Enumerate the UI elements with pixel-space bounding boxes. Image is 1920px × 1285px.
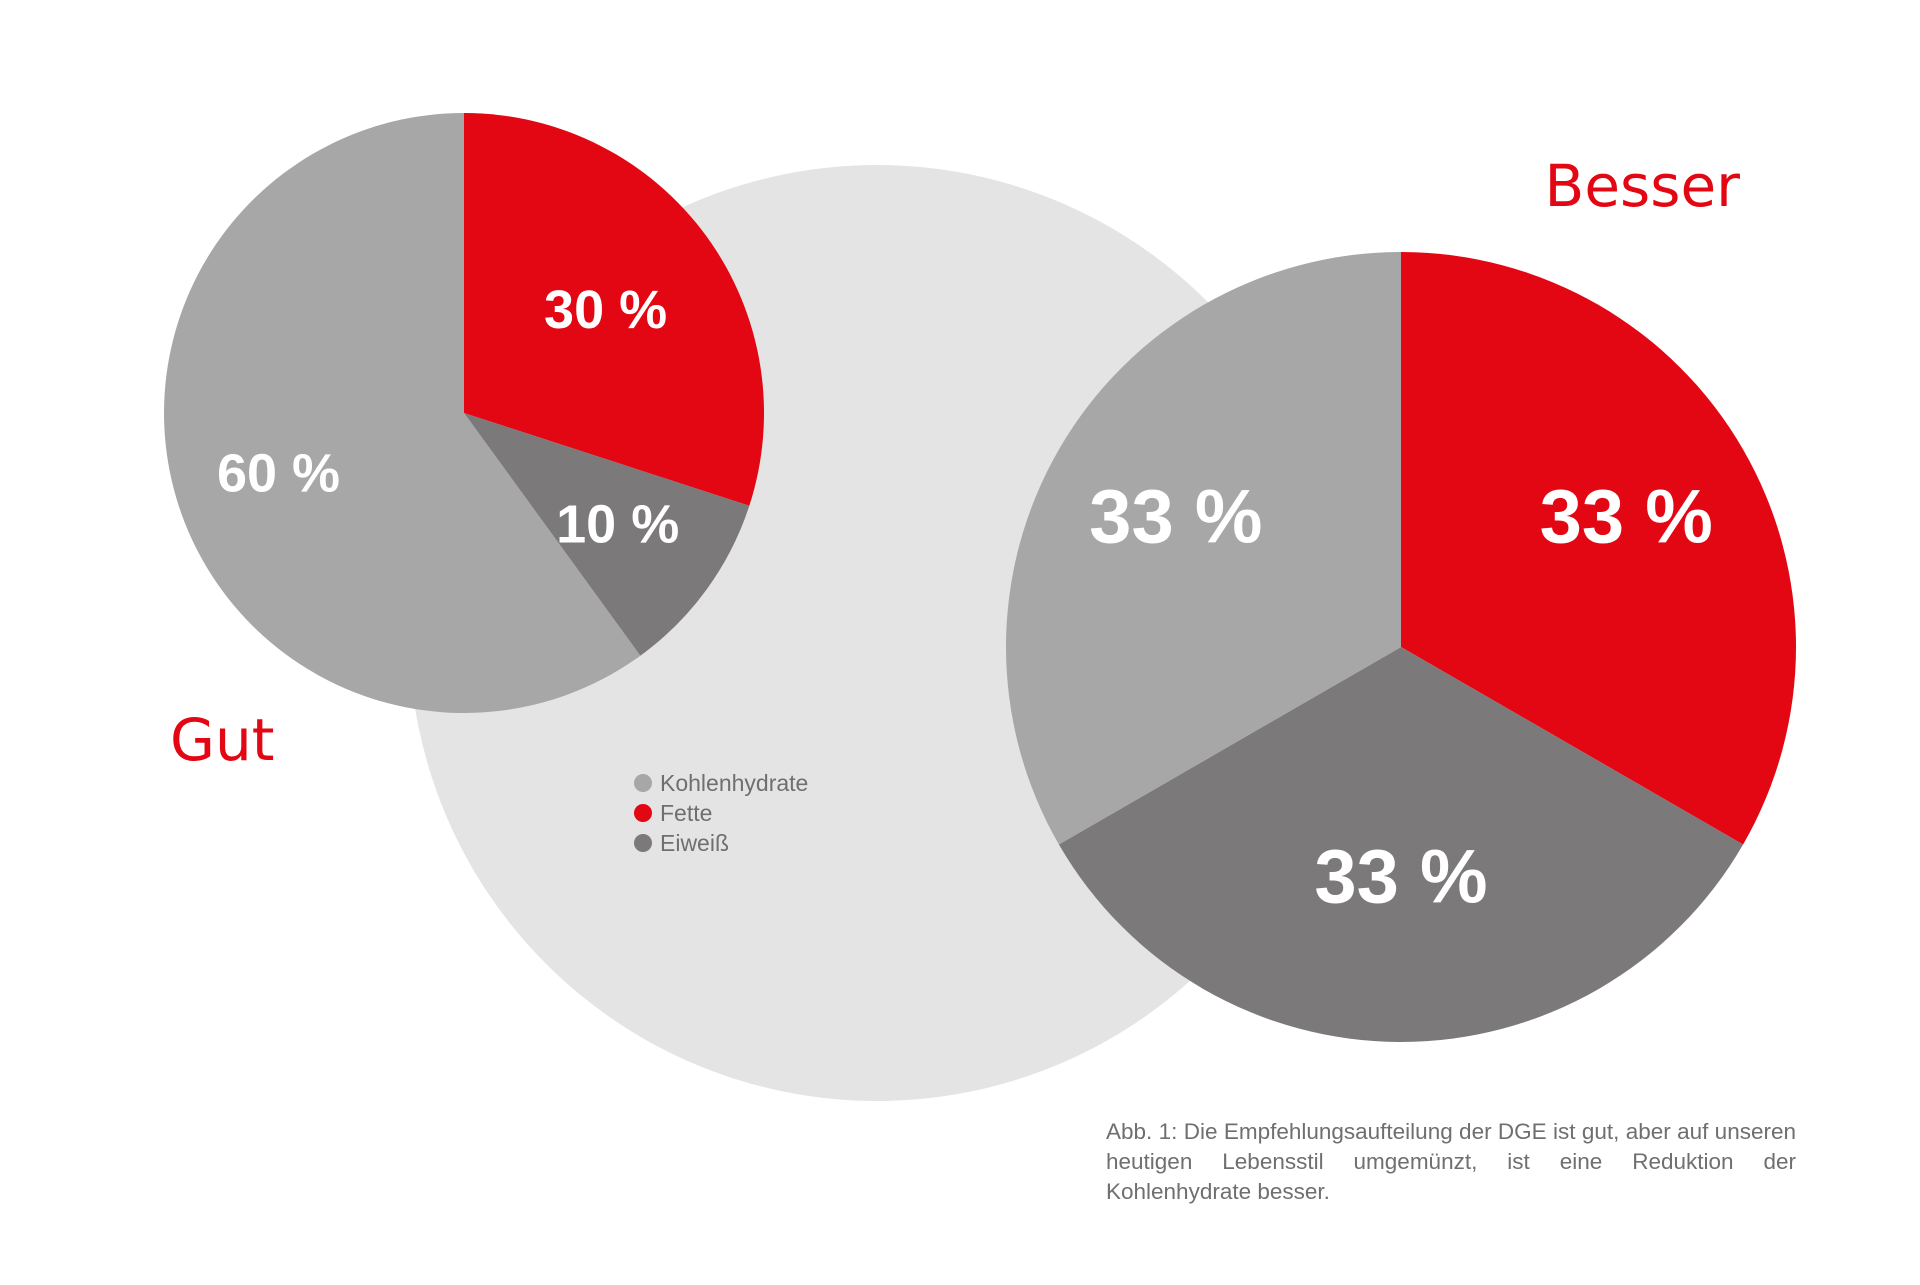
pie-label-gut-kohlenhydrate: 60 % (217, 443, 340, 503)
pie-label-besser-fette: 33 % (1540, 475, 1713, 560)
pie-slice-besser-kohlenhydrate (1006, 252, 1401, 845)
legend-swatch-kohlenhydrate (634, 774, 652, 792)
legend-label-eiweiss: Eiweiß (660, 830, 729, 856)
chart-title-gut: Gut (170, 706, 274, 774)
legend-label-fette: Fette (660, 800, 712, 826)
legend-swatch-fette (634, 804, 652, 822)
pie-label-gut-fette: 30 % (544, 280, 667, 340)
pie-chart-gut: 30 % 10 % 60 % (164, 113, 765, 713)
pie-slice-gut-kohlenhydrate (164, 113, 641, 713)
pie-slice-gut-fette (464, 113, 765, 506)
chart-title-besser: Besser (1545, 152, 1741, 220)
legend-label-kohlenhydrate: Kohlenhydrate (660, 770, 808, 796)
pie-chart-besser: 33 % 33 % 33 % (1006, 252, 1796, 1042)
pie-slice-besser-fette (1401, 252, 1796, 845)
pie-label-besser-eiweiss: 33 % (1314, 835, 1487, 920)
legend-swatch-eiweiss (634, 834, 652, 852)
pie-slice-gut-eiweiss (464, 413, 750, 656)
pie-label-besser-kohlenhydrate: 33 % (1089, 475, 1262, 560)
pie-slice-besser-eiweiss (1058, 647, 1744, 1042)
pie-label-gut-eiweiss: 10 % (556, 495, 679, 555)
legend: Kohlenhydrate Fette Eiweiß (634, 770, 808, 856)
figure-caption: Abb. 1: Die Empfehlungsaufteilung der DG… (1106, 1119, 1796, 1204)
